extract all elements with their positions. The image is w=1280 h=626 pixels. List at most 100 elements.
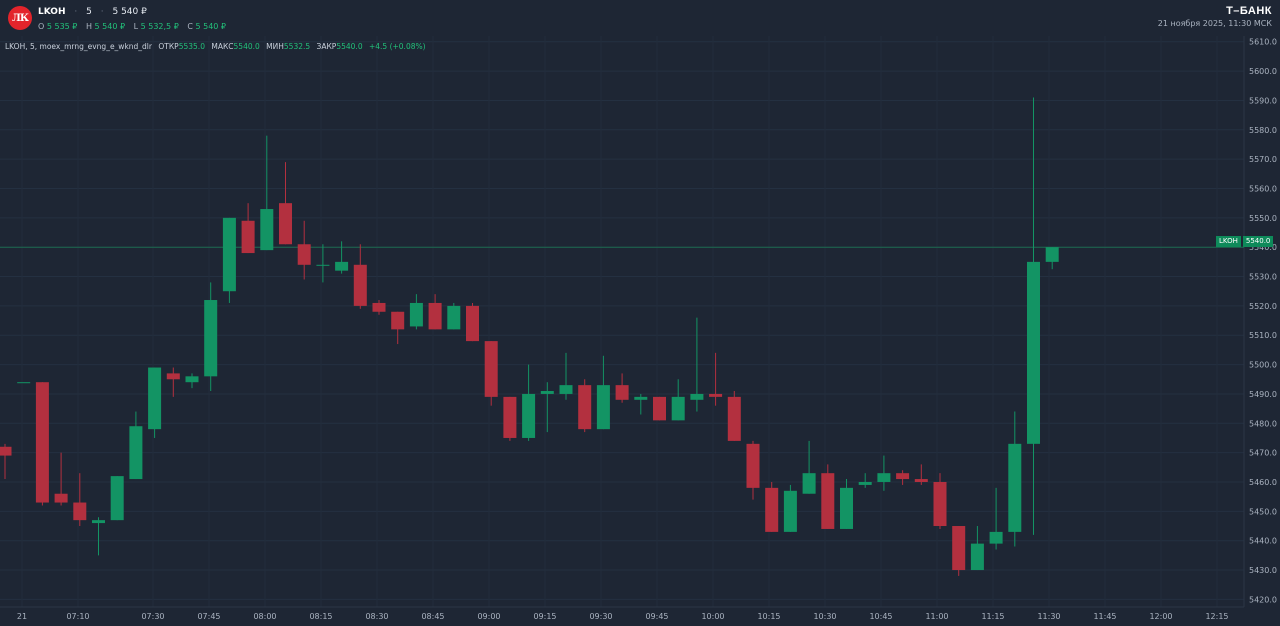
ohlc-values: O 5 535 ₽ H 5 540 ₽ L 5 532,5 ₽ C 5 540 … xyxy=(38,22,227,31)
price-tick-label: 5490.0 xyxy=(1249,390,1277,399)
candle-body xyxy=(222,217,236,292)
candle-body xyxy=(297,244,311,265)
candle-body xyxy=(353,264,367,306)
price-tick-label: 5460.0 xyxy=(1249,478,1277,487)
time-tick-label: 10:45 xyxy=(869,612,892,621)
price-tick-label: 5600.0 xyxy=(1249,67,1277,76)
series-legend[interactable]: LKOH, 5, moex_mrng_evng_e_wknd_dlr ОТКР5… xyxy=(5,42,426,51)
candle xyxy=(92,517,105,556)
candle xyxy=(335,241,349,274)
price-tick-label: 5580.0 xyxy=(1249,126,1277,135)
candle xyxy=(746,440,760,500)
candle xyxy=(297,220,311,280)
candle xyxy=(1008,411,1022,547)
candle xyxy=(671,379,685,421)
candle-body xyxy=(92,520,105,524)
time-tick-label: 11:15 xyxy=(981,612,1004,621)
candle-body xyxy=(783,490,797,532)
candle-body xyxy=(447,305,461,330)
candle xyxy=(840,479,853,529)
candle xyxy=(877,455,891,491)
price-tick-label: 5480.0 xyxy=(1249,419,1277,428)
candle-body xyxy=(540,391,554,394)
legend-open: 5535.0 xyxy=(178,42,205,51)
candle-body xyxy=(110,476,124,521)
candle xyxy=(241,203,255,254)
candle-body xyxy=(559,385,573,394)
time-tick-label: 11:30 xyxy=(1037,612,1060,621)
candle-body xyxy=(0,446,12,456)
price-tick-label: 5520.0 xyxy=(1249,302,1277,311)
candle-body xyxy=(858,481,872,485)
time-tick-label: 09:15 xyxy=(533,612,556,621)
candle-body xyxy=(615,385,629,400)
candle xyxy=(540,382,554,433)
price-tag-value: 5540.0 xyxy=(1242,236,1274,247)
candle-body xyxy=(522,393,536,438)
candle-body xyxy=(166,373,180,380)
time-tick-label: 07:10 xyxy=(66,612,89,621)
time-tick-label: 09:00 xyxy=(477,612,500,621)
brand-logo: Т–БАНК xyxy=(1226,5,1272,17)
current-price: 5 540 ₽ xyxy=(112,7,147,17)
candle xyxy=(896,470,910,485)
candle xyxy=(409,294,423,330)
candle xyxy=(316,244,330,283)
candle xyxy=(615,373,629,403)
candle-body xyxy=(54,493,68,503)
candle xyxy=(952,526,966,576)
candle xyxy=(73,473,87,527)
price-tick-label: 5590.0 xyxy=(1249,96,1277,105)
candle-body xyxy=(1027,261,1040,444)
time-tick-label: 07:45 xyxy=(197,612,220,621)
price-tick-label: 5570.0 xyxy=(1249,155,1277,164)
time-tick-label: 11:45 xyxy=(1093,612,1116,621)
candle-body xyxy=(727,396,741,441)
candles xyxy=(0,97,1059,576)
candle xyxy=(166,367,180,397)
candle-body xyxy=(35,382,49,503)
candle-body xyxy=(428,302,442,330)
candle xyxy=(222,217,236,303)
candle-body xyxy=(1008,443,1022,532)
candle xyxy=(709,352,723,406)
lukoil-logo: ЛК xyxy=(8,6,32,30)
candle xyxy=(353,244,367,309)
candle xyxy=(522,364,536,441)
candle-body xyxy=(877,473,891,482)
candle xyxy=(970,526,984,571)
candle-body xyxy=(1045,247,1059,262)
time-axis: 21 07:10 07:30 07:45 08:00 08:15 08:30 08:45 09:… xyxy=(17,612,1229,621)
candle xyxy=(503,396,517,441)
candle-body xyxy=(185,376,199,383)
candle xyxy=(914,464,928,485)
price-tick-label: 5450.0 xyxy=(1249,507,1277,516)
time-tick-label: 09:30 xyxy=(589,612,612,621)
candle xyxy=(129,411,143,480)
price-tick-label: 5500.0 xyxy=(1249,361,1277,370)
candle-body xyxy=(503,396,517,438)
candle-body xyxy=(316,264,330,266)
legend-high: 5540.0 xyxy=(233,42,260,51)
time-tick-label: 12:15 xyxy=(1205,612,1228,621)
candle-body xyxy=(933,481,947,527)
interval[interactable]: 5 xyxy=(86,7,92,17)
candle-body xyxy=(241,220,255,254)
time-tick-label: 08:45 xyxy=(421,612,444,621)
price-tick-label: 5610.0 xyxy=(1249,38,1277,47)
candle xyxy=(1027,97,1040,535)
time-tick-label: 10:15 xyxy=(757,612,780,621)
candle xyxy=(596,355,610,430)
symbol[interactable]: LKOH xyxy=(38,7,66,17)
candle xyxy=(279,162,292,245)
close-value: 5 540 ₽ xyxy=(195,22,227,31)
candle-body xyxy=(746,443,760,488)
candle xyxy=(204,282,218,392)
time-tick-label: 09:45 xyxy=(645,612,668,621)
candle-body xyxy=(260,209,274,251)
candle-body xyxy=(653,396,666,421)
candle xyxy=(1045,247,1059,270)
candle xyxy=(821,464,835,529)
candle xyxy=(110,476,124,521)
